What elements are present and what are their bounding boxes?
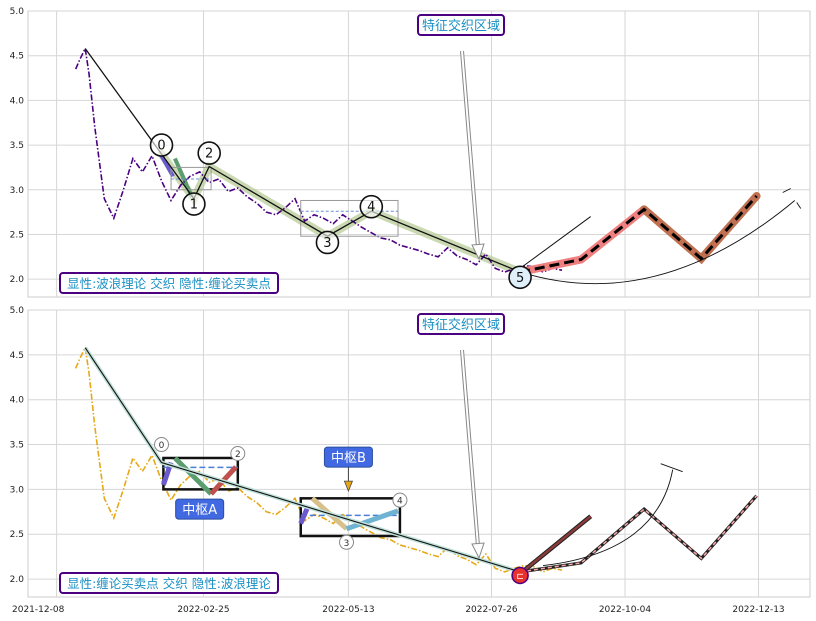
projection-arc xyxy=(519,200,796,285)
x-axis: 2021-12-08 2022-02-25 2022-05-13 2022-07-26… xyxy=(12,605,785,615)
annotation-arrow-shaft xyxy=(461,349,479,547)
wave-point-marker xyxy=(149,133,174,157)
wave-point-label: 0 xyxy=(157,139,165,154)
point-label: 4 xyxy=(397,497,403,507)
center-badge-label: 中枢B xyxy=(331,451,366,466)
y-tick-label: 5.0 xyxy=(10,7,25,17)
legend-box xyxy=(59,272,279,294)
point-marker xyxy=(230,446,246,461)
y-tick-label: 2.5 xyxy=(10,530,24,540)
point-marker xyxy=(392,492,408,508)
point-label: 3 xyxy=(344,539,350,549)
annotation-arrow-shaft xyxy=(461,50,479,248)
center-box xyxy=(162,456,240,491)
legend-text: 显性:缠论买卖点 交织 隐性:波浪理论 xyxy=(67,576,271,591)
wave-point-label: 3 xyxy=(323,236,331,251)
thin-projection-line xyxy=(519,216,591,269)
badge-arrow-head xyxy=(343,480,354,493)
legend-box xyxy=(59,572,279,594)
annotation-arrow-head xyxy=(471,542,485,560)
wave-point-label: 1 xyxy=(190,198,198,213)
point-label: 2 xyxy=(235,450,241,460)
x-tick-label: 2022-02-25 xyxy=(177,605,229,615)
x-tick-label: 2022-12-13 xyxy=(732,605,784,615)
projection-dashed-line xyxy=(519,195,758,274)
spike-line xyxy=(519,515,592,575)
wave-point-label: 4 xyxy=(367,200,375,215)
arc-end-cap xyxy=(660,463,683,473)
y-tick-label: 3.5 xyxy=(10,441,24,451)
bottom-panel: 2.0 2.5 3.0 3.5 4.0 4.5 5.0 ⊏ 0 2 3 4 中枢A 中枢B 特征交织区域显性… xyxy=(10,306,811,598)
wave-point-marker xyxy=(508,265,532,290)
y-tick-label: 2.0 xyxy=(10,575,25,585)
point-label: 0 xyxy=(159,441,165,451)
y-tick-label: 3.0 xyxy=(10,485,25,495)
stroke-leg xyxy=(345,508,399,532)
y-tick-label: 2.5 xyxy=(10,230,24,240)
center-box xyxy=(300,199,399,237)
annotation-text: 特征交织区域 xyxy=(422,317,500,333)
y-tick-label: 4.0 xyxy=(10,396,25,406)
x-tick-label: 2022-07-26 xyxy=(465,605,518,615)
wave-point-marker xyxy=(182,192,206,216)
center-badge-label: 中枢A xyxy=(182,503,217,518)
end-point-glyph: ⊏ xyxy=(516,572,524,582)
y-tick-label: 3.5 xyxy=(10,141,24,151)
annotation-arrow-head xyxy=(471,243,485,261)
point-marker xyxy=(154,437,170,453)
end-point-marker xyxy=(511,566,529,585)
point-marker xyxy=(339,534,355,550)
legend-text: 显性:波浪理论 交织 隐性:缠论买卖点 xyxy=(67,276,271,291)
price-line xyxy=(74,345,563,573)
top-panel: 2.0 2.5 3.0 3.5 4.0 4.5 5.0 0 1 2 3 4 5 特征交织区域显性:波浪理论… xyxy=(10,7,811,298)
y-tick-label: 4.5 xyxy=(10,351,24,361)
y-tick-label: 5.0 xyxy=(10,306,25,316)
annotation-box xyxy=(417,313,505,335)
x-tick-label: 2021-12-08 xyxy=(12,605,65,615)
projection-arc xyxy=(542,469,674,567)
projection-dashed-line xyxy=(519,495,758,573)
annotation-box xyxy=(417,14,505,36)
stroke-line xyxy=(84,347,521,573)
annotation-text: 特征交织区域 xyxy=(422,18,500,34)
center-badge xyxy=(175,498,225,520)
y-tick-label: 3.0 xyxy=(10,186,25,196)
wave-point-marker xyxy=(315,230,340,255)
wave-point-marker xyxy=(197,141,221,165)
wave-point-marker xyxy=(359,194,384,219)
arc-end-cap xyxy=(782,188,802,209)
y-tick-label: 2.0 xyxy=(10,275,25,285)
wave-point-label: 2 xyxy=(205,147,213,162)
wave-point-label: 5 xyxy=(516,271,524,286)
y-tick-label: 4.0 xyxy=(10,96,25,106)
x-tick-label: 2022-10-04 xyxy=(599,605,652,615)
stroke-leg xyxy=(173,456,213,496)
x-tick-label: 2022-05-13 xyxy=(322,605,374,615)
sub-wave-leg xyxy=(173,157,194,198)
plot-area xyxy=(27,309,811,598)
y-tick-label: 4.5 xyxy=(10,52,24,62)
